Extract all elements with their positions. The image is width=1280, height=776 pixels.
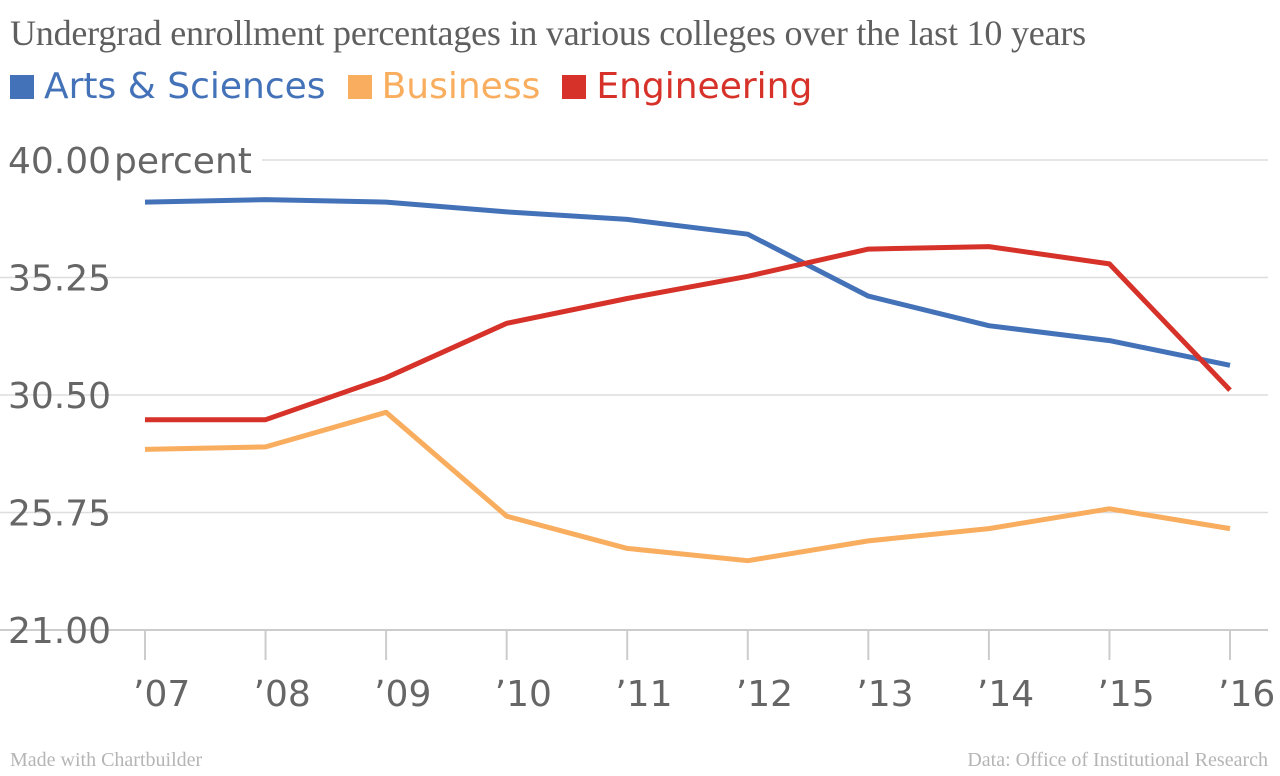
series-line-business	[144, 409, 1231, 564]
legend-label-engineering: Engineering	[596, 66, 813, 107]
legend-swatch-arts-sciences	[10, 74, 34, 99]
y-tick-label: 40.00	[8, 141, 111, 182]
legend-label-business: Business	[381, 66, 541, 107]
series-line-arts-sciences	[144, 197, 1231, 368]
footer-credit: Made with Chartbuilder	[10, 749, 203, 771]
x-tick-label: ’08	[254, 674, 311, 715]
x-tick-label: ’11	[615, 674, 672, 715]
legend-item-business: Business	[347, 66, 541, 107]
x-tick-label: ’07	[133, 674, 190, 715]
x-tick-label: ’15	[1097, 674, 1154, 715]
y-unit-label: percent	[114, 141, 252, 182]
legend-label-arts-sciences: Arts & Sciences	[44, 66, 326, 107]
axis-ticks	[144, 630, 1231, 660]
footer-source: Data: Office of Institutional Research	[967, 749, 1268, 771]
y-tick-label: 21.00	[8, 611, 111, 652]
x-tick-label: ’09	[374, 674, 431, 715]
series-lines	[144, 197, 1232, 564]
legend-item-arts-sciences: Arts & Sciences	[10, 66, 326, 107]
legend-swatch-engineering	[562, 74, 587, 99]
legend-swatch-business	[347, 74, 372, 99]
series-line-engineering	[145, 244, 1232, 423]
y-tick-label: 25.75	[8, 494, 111, 535]
legend: Arts & Sciences Business Engineering	[10, 66, 834, 107]
x-tick-label: ’16	[1218, 674, 1275, 715]
x-tick-label: ’12	[736, 674, 793, 715]
x-tick-label: ’14	[977, 674, 1034, 715]
legend-item-engineering: Engineering	[562, 66, 812, 107]
gridlines	[0, 159, 1268, 631]
y-tick-label: 35.25	[8, 259, 111, 300]
axis-labels: 21.00 25.75 30.50 35.25 40.00 percent ’07 ’08 ’0…	[8, 141, 1275, 715]
chart-title: Undergrad enrollment percentages in vari…	[10, 13, 1086, 53]
y-tick-label: 30.50	[8, 376, 111, 417]
x-tick-label: ’10	[495, 674, 552, 715]
x-tick-label: ’13	[856, 674, 913, 715]
